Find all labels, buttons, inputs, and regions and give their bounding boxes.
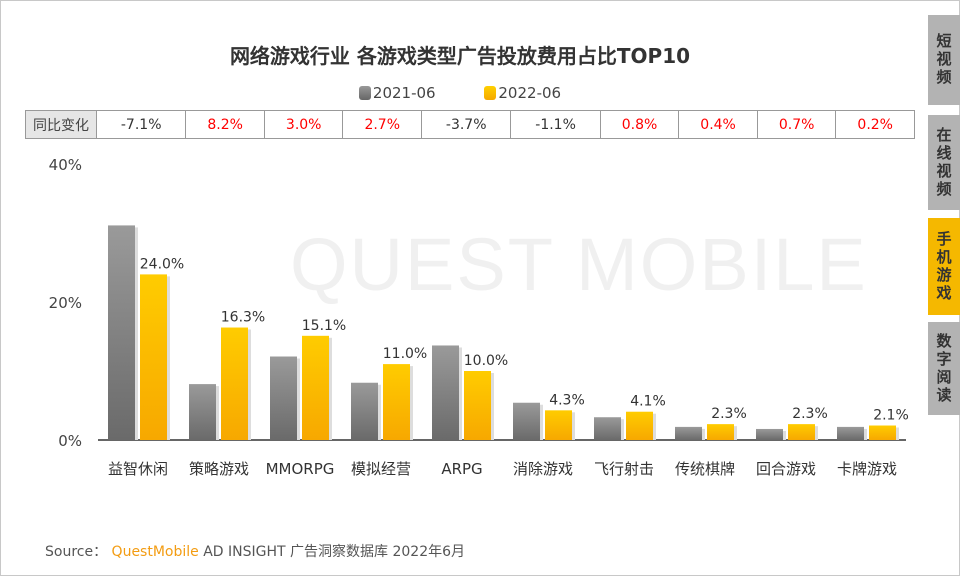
legend: 2021-06 2022-06 bbox=[0, 84, 920, 102]
data-label: 2.1% bbox=[873, 408, 909, 424]
data-label: 4.1% bbox=[630, 394, 666, 410]
tab-3[interactable]: 数字阅读 bbox=[928, 322, 960, 415]
legend-swatch bbox=[484, 86, 497, 100]
bar-2021-06 bbox=[675, 426, 702, 440]
bar-2021-06 bbox=[513, 402, 540, 440]
yoy-value: 3.0% bbox=[263, 110, 344, 139]
yoy-value: 0.2% bbox=[835, 110, 915, 139]
source-brand: QuestMobile bbox=[111, 544, 199, 560]
category-label: 飞行射击 bbox=[594, 460, 654, 478]
tab-1[interactable]: 在线视频 bbox=[928, 115, 960, 210]
bar-2021-06 bbox=[108, 225, 135, 440]
y-tick-label: 40% bbox=[49, 156, 82, 174]
category-label: 模拟经营 bbox=[351, 460, 411, 478]
chart-title: 网络游戏行业 各游戏类型广告投放费用占比TOP10 bbox=[229, 44, 691, 68]
data-label: 24.0% bbox=[140, 256, 184, 272]
bar-2022-06 bbox=[221, 327, 248, 440]
bar-chart: 0% 20% 40% 24.0% 益智休闲 16.3% 策略游戏 15.1% MMORPG 11.… bbox=[49, 156, 909, 478]
source-text: AD INSIGHT 广告洞察数据库 2022年6月 bbox=[203, 544, 466, 560]
bar-2021-06 bbox=[756, 428, 783, 440]
bar-2022-06 bbox=[464, 371, 491, 440]
yoy-table: 同比变化 -7.1% 8.2% 3.0% 2.7% -3.7% -1.1% 0.8% 0.4% 0… bbox=[25, 110, 915, 139]
y-tick-label: 0% bbox=[58, 432, 82, 450]
yoy-value: 8.2% bbox=[185, 110, 265, 139]
bar-2021-06 bbox=[270, 356, 297, 440]
bar-2022-06 bbox=[788, 424, 815, 440]
bar-2022-06 bbox=[626, 411, 653, 440]
bar-2022-06 bbox=[545, 410, 572, 440]
bar-2022-06 bbox=[869, 425, 896, 440]
bar-2021-06 bbox=[189, 384, 216, 440]
yoy-value: 2.7% bbox=[342, 110, 423, 139]
category-label: 回合游戏 bbox=[756, 460, 816, 478]
yoy-value: -1.1% bbox=[510, 110, 601, 139]
category-label: 卡牌游戏 bbox=[837, 460, 897, 478]
data-label: 4.3% bbox=[549, 392, 585, 408]
legend-label: 2022-06 bbox=[498, 84, 562, 102]
legend-swatch bbox=[358, 86, 371, 100]
yoy-value: 0.4% bbox=[678, 110, 758, 139]
yoy-value: -7.1% bbox=[95, 110, 187, 139]
bar-2022-06 bbox=[383, 364, 410, 440]
category-label: 策略游戏 bbox=[189, 460, 249, 478]
bar-2022-06 bbox=[302, 335, 329, 440]
category-label: 消除游戏 bbox=[513, 460, 573, 478]
legend-item-2021: 2021-06 bbox=[358, 84, 436, 102]
bar-2021-06 bbox=[351, 382, 378, 440]
bar-2022-06 bbox=[140, 274, 167, 440]
tab-0[interactable]: 短视频 bbox=[928, 15, 960, 105]
tab-2[interactable]: 手机游戏 bbox=[928, 218, 960, 315]
data-label: 2.3% bbox=[711, 406, 747, 422]
legend-item-2022: 2022-06 bbox=[484, 84, 561, 102]
source-note: Source： QuestMobile AD INSIGHT 广告洞察数据库 2… bbox=[45, 541, 465, 561]
data-label: 11.0% bbox=[383, 346, 427, 362]
bar-2022-06 bbox=[707, 424, 734, 440]
data-label: 2.3% bbox=[792, 406, 828, 422]
source-prefix: Source： bbox=[45, 544, 108, 560]
yoy-value: 0.7% bbox=[756, 110, 837, 139]
data-label: 15.1% bbox=[302, 318, 346, 334]
category-label: MMORPG bbox=[266, 460, 335, 478]
bar-2021-06 bbox=[837, 426, 864, 440]
legend-label: 2021-06 bbox=[372, 84, 436, 102]
yoy-value: -3.7% bbox=[421, 110, 512, 139]
watermark: QUEST MOBILE bbox=[290, 223, 868, 306]
bar-2021-06 bbox=[432, 345, 459, 440]
category-label: 益智休闲 bbox=[108, 460, 168, 478]
y-tick-label: 20% bbox=[49, 294, 82, 312]
bar-2021-06 bbox=[594, 417, 621, 440]
yoy-value: 0.8% bbox=[599, 110, 680, 139]
category-label: 传统棋牌 bbox=[675, 460, 735, 478]
data-label: 10.0% bbox=[464, 353, 508, 369]
category-label: ARPG bbox=[441, 460, 482, 478]
data-label: 16.3% bbox=[221, 310, 265, 326]
